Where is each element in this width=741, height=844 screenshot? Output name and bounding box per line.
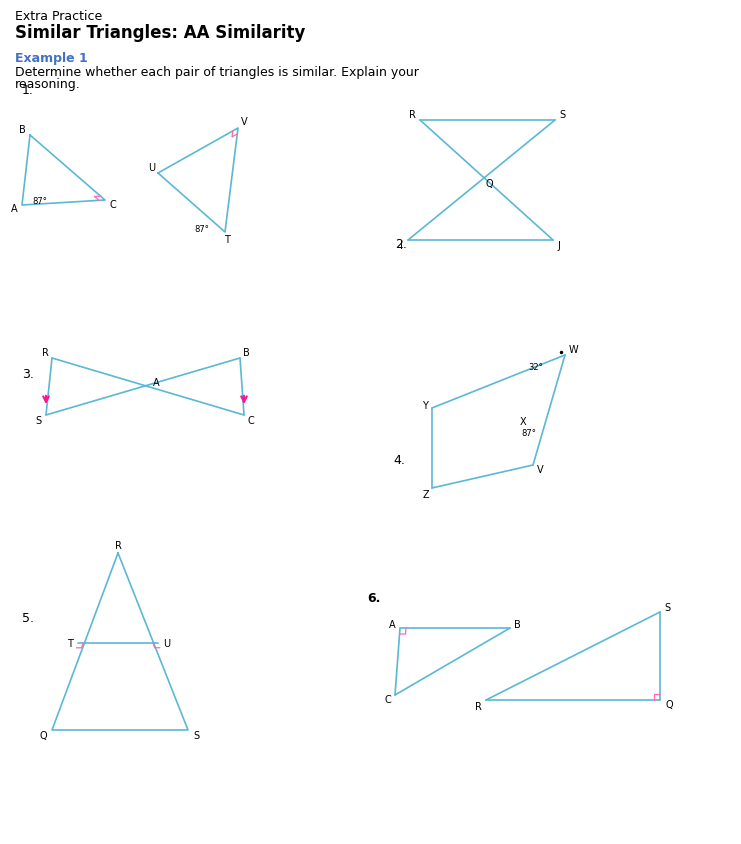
Text: Determine whether each pair of triangles is similar. Explain your: Determine whether each pair of triangles… xyxy=(15,66,419,79)
Text: W: W xyxy=(569,345,579,355)
Text: V: V xyxy=(537,465,544,475)
Text: A: A xyxy=(11,204,18,214)
Text: V: V xyxy=(241,117,247,127)
Text: 87°: 87° xyxy=(32,197,47,205)
Text: 32°: 32° xyxy=(528,363,543,371)
Text: B: B xyxy=(514,620,521,630)
Text: C: C xyxy=(385,695,391,705)
Text: S: S xyxy=(559,110,565,120)
Text: J: J xyxy=(557,241,560,251)
Text: S: S xyxy=(36,416,42,426)
Text: B: B xyxy=(19,125,26,135)
Text: A: A xyxy=(153,377,159,387)
Text: 5.: 5. xyxy=(22,612,34,625)
Text: R: R xyxy=(475,702,482,712)
Text: 4.: 4. xyxy=(393,453,405,467)
Text: U: U xyxy=(148,163,155,173)
Text: A: A xyxy=(389,620,396,630)
Text: 2.: 2. xyxy=(395,239,407,252)
Text: 6.: 6. xyxy=(367,592,380,604)
Text: Q: Q xyxy=(39,731,47,741)
Text: Similar Triangles: AA Similarity: Similar Triangles: AA Similarity xyxy=(15,24,305,42)
Text: T: T xyxy=(67,639,73,649)
Text: X: X xyxy=(520,417,527,427)
Text: 3.: 3. xyxy=(22,369,34,381)
Text: B: B xyxy=(243,348,250,358)
Text: R: R xyxy=(42,348,49,358)
Text: Z: Z xyxy=(422,490,429,500)
Text: Extra Practice: Extra Practice xyxy=(15,10,102,23)
Text: R: R xyxy=(115,541,122,551)
Text: R: R xyxy=(409,110,416,120)
Text: 87°: 87° xyxy=(521,429,536,437)
Text: U: U xyxy=(163,639,170,649)
Text: 1.: 1. xyxy=(22,84,34,98)
Text: I: I xyxy=(400,241,403,251)
Text: Q: Q xyxy=(665,700,673,710)
Text: reasoning.: reasoning. xyxy=(15,78,81,91)
Text: S: S xyxy=(664,603,670,613)
Text: Y: Y xyxy=(422,401,428,411)
Text: C: C xyxy=(247,416,253,426)
Text: Q: Q xyxy=(485,179,493,189)
Text: 87°: 87° xyxy=(194,225,209,235)
Text: C: C xyxy=(109,200,116,210)
Text: Example 1: Example 1 xyxy=(15,52,87,65)
Text: S: S xyxy=(193,731,199,741)
Text: T: T xyxy=(224,235,230,245)
